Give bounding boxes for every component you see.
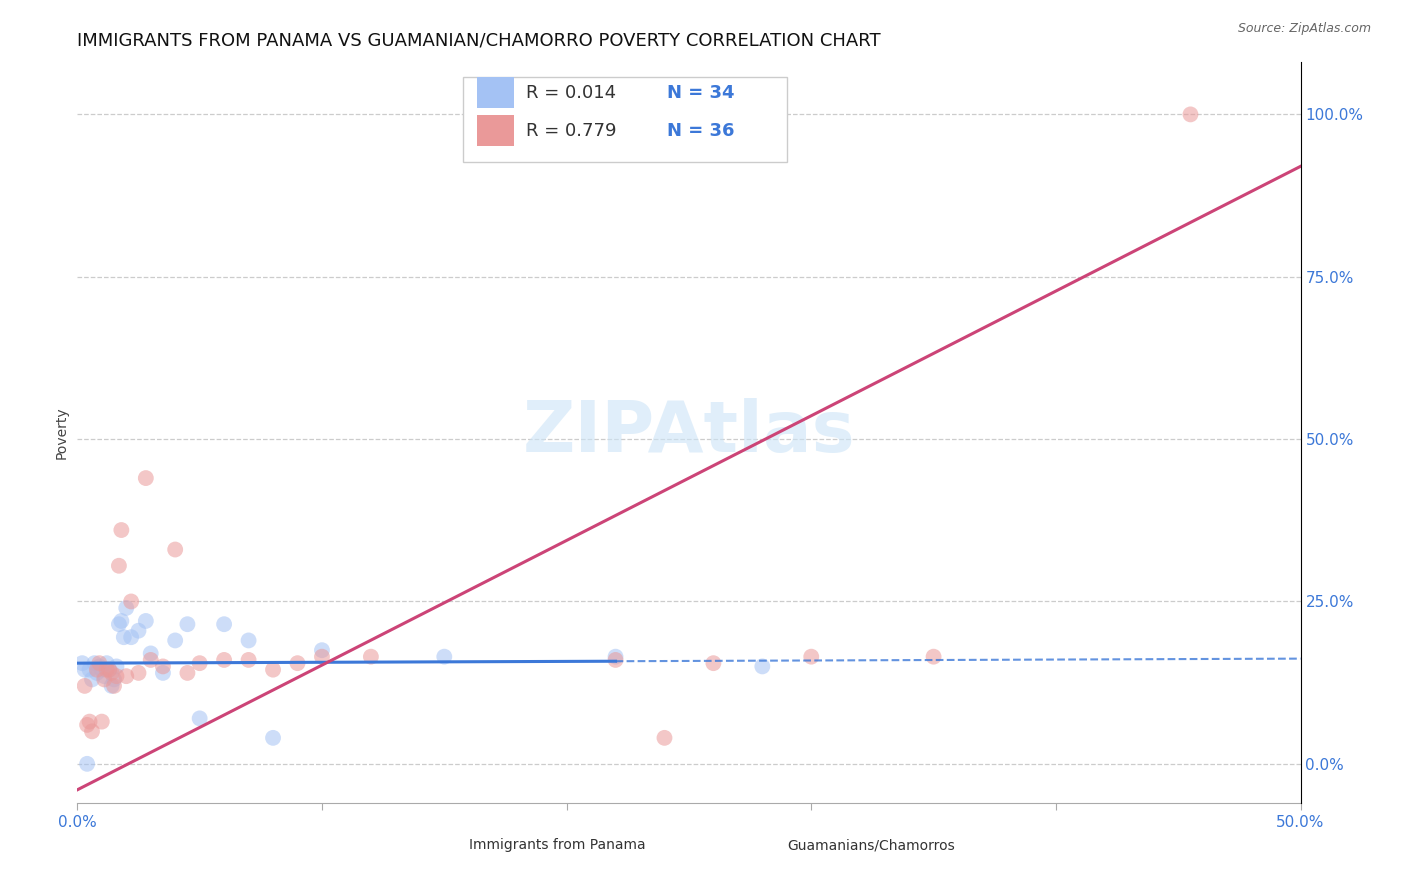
Point xyxy=(86,665,108,680)
Point xyxy=(89,656,111,670)
Point xyxy=(100,679,122,693)
Text: Guamanians/Chamorros: Guamanians/Chamorros xyxy=(787,838,955,852)
Point xyxy=(605,649,627,664)
Point xyxy=(127,624,149,638)
Point xyxy=(654,731,676,745)
Point xyxy=(238,653,260,667)
Bar xyxy=(439,834,460,856)
Point xyxy=(238,633,260,648)
Y-axis label: Poverty: Poverty xyxy=(55,407,69,458)
Point xyxy=(112,630,135,644)
Point xyxy=(108,558,131,573)
Point xyxy=(165,542,187,557)
Point xyxy=(103,673,125,687)
Point xyxy=(70,656,93,670)
Point xyxy=(79,663,101,677)
Point xyxy=(135,614,157,628)
Point xyxy=(702,656,724,670)
Point xyxy=(360,649,382,664)
Point xyxy=(89,659,111,673)
Point xyxy=(108,617,131,632)
Point xyxy=(90,663,112,677)
Point xyxy=(76,718,98,732)
Point xyxy=(152,665,174,680)
Point xyxy=(1180,107,1202,121)
Point xyxy=(120,630,142,644)
Point xyxy=(105,669,128,683)
Point xyxy=(212,617,235,632)
Text: ZIPAtlas: ZIPAtlas xyxy=(523,398,855,467)
Point xyxy=(188,656,211,670)
Text: R = 0.014: R = 0.014 xyxy=(526,84,616,102)
Point xyxy=(139,653,162,667)
Point xyxy=(90,714,112,729)
Point xyxy=(96,663,118,677)
Point xyxy=(152,659,174,673)
Point xyxy=(93,669,115,683)
Point xyxy=(922,649,945,664)
Point xyxy=(605,653,627,667)
Text: N = 36: N = 36 xyxy=(666,121,734,139)
Point xyxy=(115,669,138,683)
Point xyxy=(262,663,284,677)
Point xyxy=(76,756,98,771)
Text: Source: ZipAtlas.com: Source: ZipAtlas.com xyxy=(1237,22,1371,36)
Point xyxy=(287,656,309,670)
Point xyxy=(311,643,333,657)
Text: Immigrants from Panama: Immigrants from Panama xyxy=(468,838,645,852)
Point xyxy=(96,656,118,670)
Point xyxy=(79,714,101,729)
Text: IMMIGRANTS FROM PANAMA VS GUAMANIAN/CHAMORRO POVERTY CORRELATION CHART: IMMIGRANTS FROM PANAMA VS GUAMANIAN/CHAM… xyxy=(77,32,882,50)
Point xyxy=(83,656,105,670)
Point xyxy=(80,724,103,739)
Point xyxy=(98,663,121,677)
FancyBboxPatch shape xyxy=(463,78,787,162)
Point xyxy=(115,601,138,615)
Bar xyxy=(756,834,779,856)
Point xyxy=(120,594,142,608)
Point xyxy=(188,711,211,725)
Point xyxy=(80,673,103,687)
Point xyxy=(110,523,132,537)
Point xyxy=(800,649,823,664)
Point xyxy=(751,659,773,673)
Bar xyxy=(477,115,515,146)
Point xyxy=(165,633,187,648)
Point xyxy=(176,665,198,680)
Point xyxy=(103,679,125,693)
Point xyxy=(139,647,162,661)
Point xyxy=(73,679,96,693)
Point xyxy=(98,663,121,677)
Text: R = 0.779: R = 0.779 xyxy=(526,121,617,139)
Point xyxy=(127,665,149,680)
Point xyxy=(86,663,108,677)
Point xyxy=(212,653,235,667)
Point xyxy=(433,649,456,664)
Point xyxy=(100,665,122,680)
Point xyxy=(176,617,198,632)
Point xyxy=(110,614,132,628)
Point xyxy=(262,731,284,745)
Text: N = 34: N = 34 xyxy=(666,84,734,102)
Point xyxy=(73,663,96,677)
Point xyxy=(311,649,333,664)
Bar xyxy=(477,78,515,108)
Point xyxy=(135,471,157,485)
Point xyxy=(93,673,115,687)
Point xyxy=(105,659,128,673)
